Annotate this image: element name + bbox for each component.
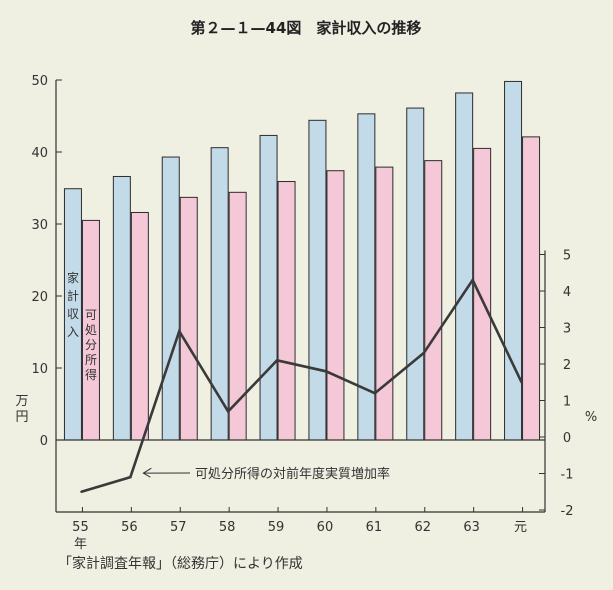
left-axis-unit: 万: [15, 394, 28, 409]
x-tick-label: 元: [514, 520, 527, 535]
right-tick-label: 3: [563, 322, 571, 337]
plot-area: 0 10 20 30 40 50 万円 -2 -1 0 1 2 3 4 5% 55 56 57 58 59 60 61 62…: [15, 74, 597, 552]
disposable-series-label: 処: [85, 323, 97, 337]
x-tick-label: 62: [414, 520, 431, 535]
left-tick-label: 20: [31, 290, 48, 305]
x-tick-label: 56: [121, 520, 138, 535]
income-series-label: 収: [67, 307, 79, 321]
income-series-label: 入: [67, 325, 79, 339]
disposable-bar: [326, 170, 345, 441]
x-axis-suffix: 年: [74, 537, 87, 552]
income-series-label: 家: [67, 270, 79, 285]
left-tick-label: 10: [31, 362, 48, 377]
growth-rate-point: [373, 392, 377, 395]
disposable-series-label: 所: [85, 353, 97, 367]
x-tick-label: 61: [366, 520, 383, 535]
right-tick-label: 4: [563, 285, 571, 300]
income-bar: [308, 119, 327, 441]
growth-rate-line: [81, 277, 523, 493]
disposable-series-label: 分: [85, 338, 97, 352]
disposable-bar: [424, 160, 443, 441]
left-tick-label: 40: [31, 146, 48, 161]
disposable-bar: [277, 181, 296, 441]
right-tick-label: 0: [563, 431, 571, 446]
left-tick-label: 30: [31, 218, 48, 233]
growth-rate-point: [275, 359, 279, 362]
growth-rate-point: [80, 490, 83, 493]
x-tick-label: 55: [72, 520, 89, 535]
growth-rate-point: [520, 381, 523, 384]
growth-rate-point: [422, 351, 425, 355]
right-axis-unit: %: [585, 410, 597, 425]
right-tick-label: 5: [563, 249, 571, 264]
x-tick-label: 63: [463, 520, 480, 535]
annotation-label: 可処分所得の対前年度実質増加率: [195, 466, 390, 482]
disposable-bar: [179, 196, 198, 441]
x-tick-label: 60: [317, 520, 334, 535]
income-series-label: 計: [67, 288, 79, 303]
growth-rate-point: [129, 475, 132, 479]
income-bar: [112, 175, 131, 441]
x-tick-label: 57: [170, 520, 187, 535]
growth-rate-point: [471, 278, 474, 282]
income-bar: [259, 134, 278, 441]
income-bar: [406, 107, 425, 441]
disposable-series-label: 可: [85, 308, 97, 322]
disposable-series-label: 得: [85, 367, 97, 382]
disposable-bar: [473, 147, 492, 441]
growth-rate-point: [324, 370, 328, 373]
x-tick-label: 59: [268, 520, 285, 535]
disposable-bar: [522, 136, 541, 441]
left-tick-label: 0: [40, 434, 48, 449]
income-bar: [455, 92, 474, 441]
annotation-arrowhead: [142, 467, 152, 478]
left-tick-label: 50: [31, 74, 48, 89]
right-tick-label: -2: [561, 504, 574, 519]
chart-title: 第２—１—44図 家計収入の推移: [191, 19, 422, 37]
source-note: 「家計調査年報」（総務庁）により作成: [58, 555, 303, 572]
x-tick-label: 58: [219, 520, 236, 535]
right-tick-label: -1: [561, 468, 574, 483]
growth-rate-point: [226, 410, 230, 413]
left-axis-unit: 円: [15, 410, 28, 425]
income-bar: [161, 156, 180, 441]
disposable-bar: [375, 166, 394, 441]
disposable-bar: [130, 211, 149, 441]
growth-rate-point: [178, 329, 181, 333]
income-bar: [504, 80, 523, 441]
right-tick-label: 2: [563, 358, 571, 373]
right-tick-label: 1: [563, 395, 571, 410]
